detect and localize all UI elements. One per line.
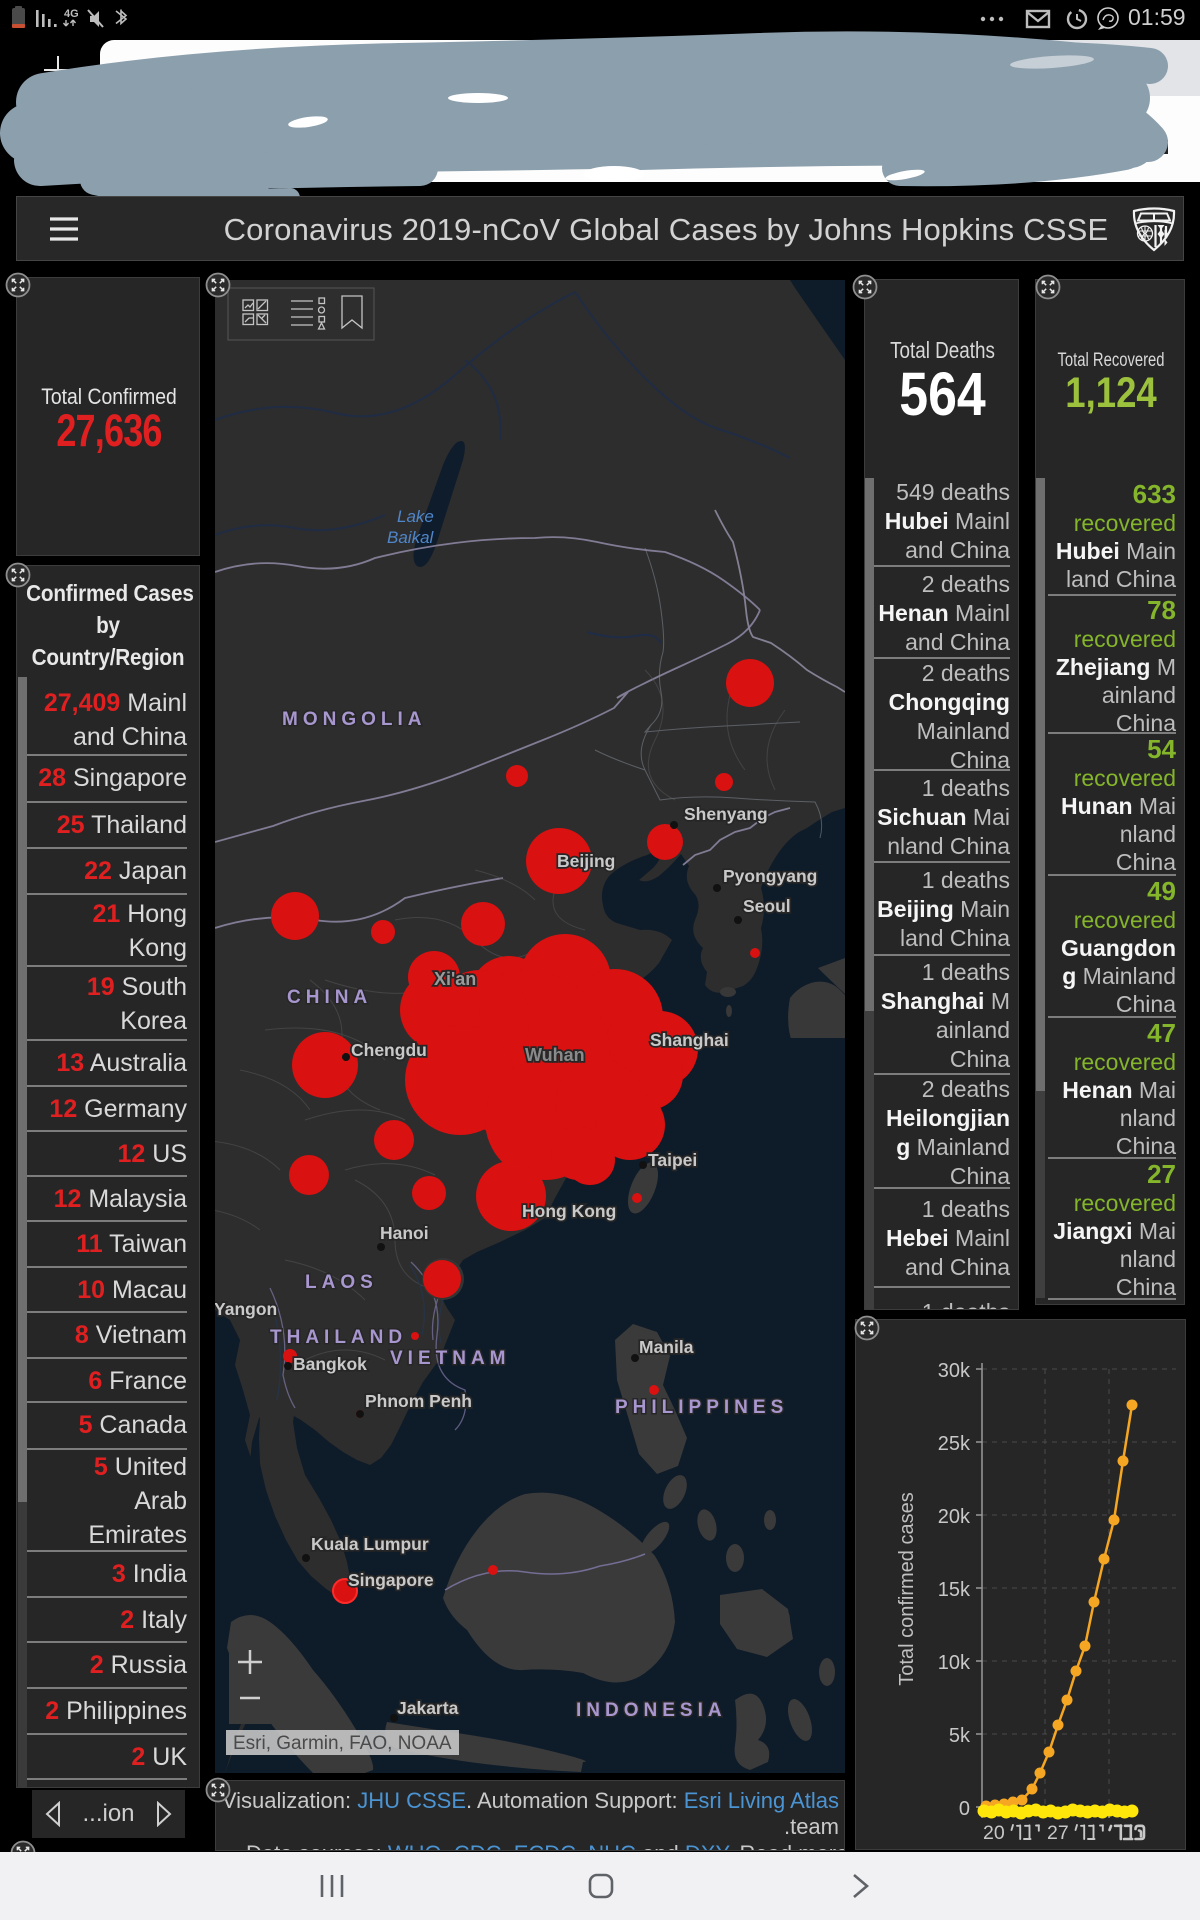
svg-text:30k: 30k (938, 1360, 971, 1382)
svg-text:27: 27 (1047, 1822, 1069, 1844)
svg-text:10k: 10k (938, 1652, 971, 1674)
svg-text:Shanghai: Shanghai (650, 1030, 729, 1050)
svg-text:Xi'an: Xi'an (434, 969, 476, 989)
svg-text:LAOS: LAOS (305, 1272, 378, 1293)
svg-text:Phnom Penh: Phnom Penh (365, 1391, 472, 1411)
svg-text:Lake: Lake (397, 507, 434, 526)
svg-text:Hong Kong: Hong Kong (522, 1201, 616, 1221)
svg-text:15k: 15k (938, 1579, 971, 1601)
svg-text:Chengdu: Chengdu (351, 1040, 427, 1060)
svg-text:Baikal: Baikal (387, 528, 435, 547)
svg-text:Pyongyang: Pyongyang (723, 866, 817, 886)
svg-text:VIETNAM: VIETNAM (390, 1348, 511, 1369)
svg-text:20: 20 (983, 1822, 1005, 1844)
svg-text:25k: 25k (938, 1433, 971, 1455)
svg-text:Beijing: Beijing (557, 851, 615, 871)
svg-text:Kuala Lumpur: Kuala Lumpur (311, 1534, 429, 1554)
svg-text:Jakarta: Jakarta (397, 1698, 459, 1718)
svg-text:5k: 5k (949, 1725, 971, 1747)
svg-text:THAILAND: THAILAND (270, 1327, 407, 1348)
svg-text:0: 0 (959, 1798, 970, 1820)
svg-text:PHILIPPINES: PHILIPPINES (615, 1397, 788, 1418)
svg-text:Total confirmed cases: Total confirmed cases (896, 1492, 918, 1685)
svg-text:Manila: Manila (639, 1337, 694, 1357)
svg-text:Seoul: Seoul (743, 896, 791, 916)
svg-text:MONGOLIA: MONGOLIA (282, 709, 427, 730)
svg-text:Shenyang: Shenyang (684, 804, 768, 824)
svg-text:Esri, Garmin, FAO, NOAA: Esri, Garmin, FAO, NOAA (233, 1733, 452, 1754)
svg-text:20k: 20k (938, 1506, 971, 1528)
svg-text:4G: 4G (64, 8, 79, 20)
svg-text:CHINA: CHINA (287, 987, 372, 1008)
svg-text:Yangon: Yangon (215, 1299, 277, 1319)
svg-text:Taipei: Taipei (648, 1150, 697, 1170)
svg-text:INDONESIA: INDONESIA (576, 1700, 727, 1721)
svg-text:Bangkok: Bangkok (293, 1354, 367, 1374)
svg-text:Wuhan: Wuhan (525, 1045, 585, 1065)
svg-text:Singapore: Singapore (348, 1570, 434, 1590)
svg-text:Hanoi: Hanoi (380, 1223, 429, 1243)
